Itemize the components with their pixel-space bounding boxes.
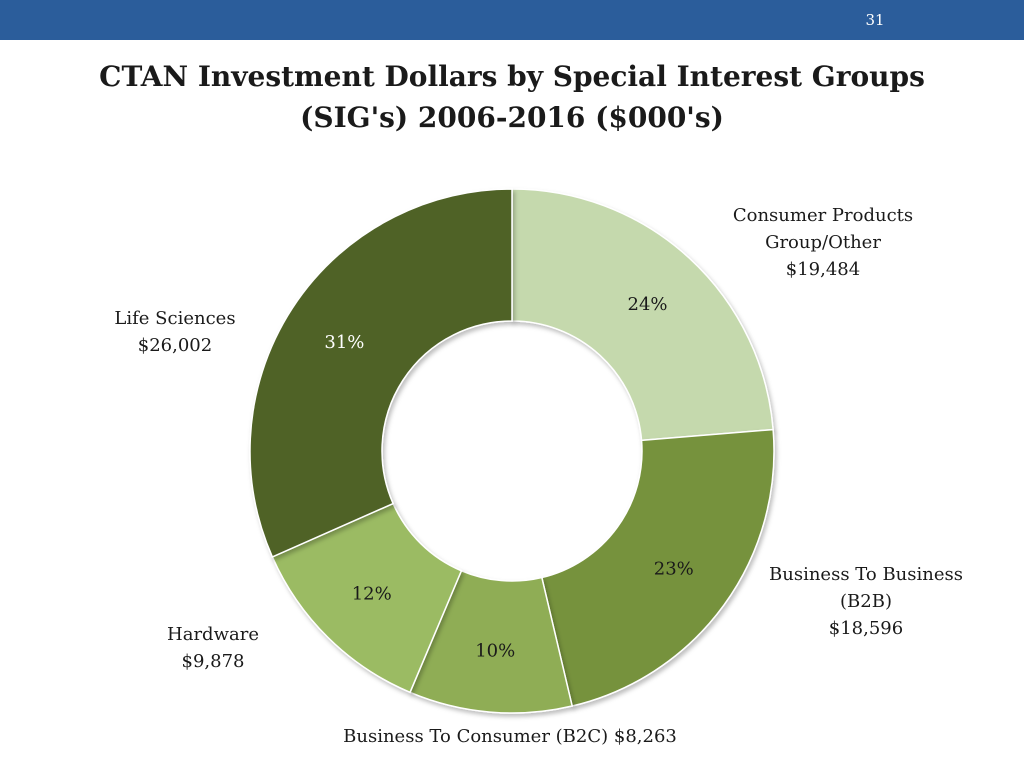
percent-labels: 24% 23% 10% 12% 31% (324, 294, 693, 661)
header-bar: 31 (0, 0, 1024, 40)
category-value-label: $26,002 (137, 335, 213, 356)
category-label-line: (B2B) (840, 591, 892, 612)
category-label-b2b: Business To Business (B2B) $18,596 (740, 561, 992, 642)
donut-slice-business-to-business-b2b (540, 428, 775, 707)
chart-title: CTAN Investment Dollars by Special Inter… (60, 56, 964, 138)
percent-label: 23% (654, 559, 694, 580)
category-label-consumer-products: Consumer Products Group/Other $19,484 (700, 202, 946, 283)
category-label-line: Business To Business (769, 564, 963, 585)
category-label-b2c: Business To Consumer (B2C) $8,263 (300, 723, 720, 750)
category-label-line: Life Sciences (114, 308, 236, 329)
chart-title-line-2: (SIG's) 2006-2016 ($000's) (300, 101, 724, 134)
percent-label: 10% (475, 640, 515, 661)
category-value-label: $19,484 (785, 259, 861, 280)
percent-label: 12% (352, 584, 392, 605)
percent-label: 24% (628, 294, 668, 315)
percent-label: 31% (324, 332, 364, 353)
category-value-label: $18,596 (828, 618, 904, 639)
category-label-life-sciences: Life Sciences $26,002 (90, 305, 260, 359)
donut-slice-consumer-products-group-other (511, 188, 774, 442)
chart-title-line-1: CTAN Investment Dollars by Special Inter… (99, 60, 925, 93)
category-label-hardware: Hardware $9,878 (133, 621, 293, 675)
category-label-line: Business To Consumer (B2C) $8,263 (343, 726, 677, 747)
category-value-label: $9,878 (181, 651, 245, 672)
page-number: 31 (865, 11, 885, 29)
donut-slice-life-sciences (249, 188, 513, 558)
category-label-line: Hardware (167, 624, 259, 645)
category-label-line: Consumer Products (732, 205, 914, 226)
category-label-line: Group/Other (765, 232, 881, 253)
donut-slices (249, 188, 775, 714)
